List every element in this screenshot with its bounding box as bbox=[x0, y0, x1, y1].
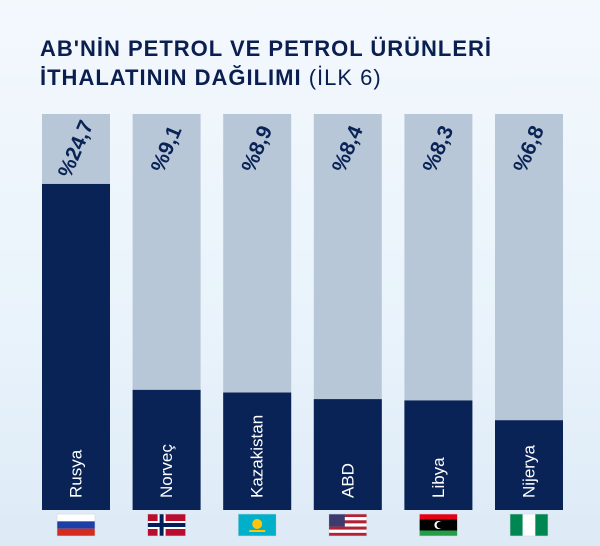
bar bbox=[132, 389, 201, 510]
flag-libya-icon bbox=[419, 513, 458, 537]
category-label: Nijerya bbox=[520, 445, 539, 498]
category-label: ABD bbox=[338, 463, 357, 498]
bar bbox=[404, 400, 473, 510]
chart-title-note: (İLK 6) bbox=[308, 65, 382, 90]
flag-russia-icon bbox=[56, 513, 96, 537]
chart-title-line-1: AB'NİN PETROL VE PETROL ÜRÜNLERİ bbox=[40, 36, 493, 61]
flag-usa-icon bbox=[328, 513, 368, 537]
category-label: Norveç bbox=[157, 444, 176, 498]
flag-nigeria-icon bbox=[509, 513, 549, 537]
bar bbox=[313, 399, 382, 510]
flag-kazakhstan-icon bbox=[237, 513, 277, 537]
category-label: Libya bbox=[429, 457, 448, 498]
category-label: Rusya bbox=[67, 449, 86, 498]
chart-title: AB'NİN PETROL VE PETROL ÜRÜNLERİ İTHALAT… bbox=[40, 34, 580, 92]
bar bbox=[223, 392, 292, 510]
category-label: Kazakistan bbox=[248, 415, 267, 498]
bar bbox=[42, 183, 110, 510]
chart-title-line-2: İTHALATININ DAĞILIMI bbox=[40, 65, 302, 90]
bar bbox=[495, 420, 563, 510]
flag-norway-icon bbox=[147, 513, 186, 537]
